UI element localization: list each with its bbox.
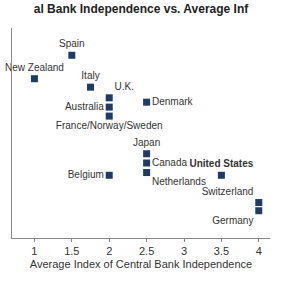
svg-text:Japan: Japan [133,137,160,148]
svg-text:Netherlands: Netherlands [152,176,206,187]
svg-text:United States: United States [189,158,253,169]
svg-text:New Zealand: New Zealand [5,62,64,73]
svg-text:Spain: Spain [59,38,85,49]
svg-text:Belgium: Belgium [68,169,104,180]
svg-text:Denmark: Denmark [152,96,194,107]
svg-text:Italy: Italy [81,70,99,81]
svg-text:4: 4 [256,245,262,257]
svg-text:Average Index of Central Bank: Average Index of Central Bank Independen… [30,258,252,270]
svg-text:3.5: 3.5 [214,245,229,257]
svg-text:Australia: Australia [65,101,104,112]
svg-text:Germany: Germany [212,215,253,226]
svg-text:Switzerland: Switzerland [202,186,254,197]
svg-text:al Bank Independence vs. Avera: al Bank Independence vs. Average Inf [34,2,250,16]
svg-text:1.5: 1.5 [64,245,79,257]
svg-text:Canada: Canada [152,157,187,168]
svg-text:2: 2 [106,245,112,257]
svg-text:1: 1 [31,245,37,257]
svg-text:2.5: 2.5 [139,245,154,257]
svg-text:U.K.: U.K. [115,81,134,92]
svg-text:France/Norway/Sweden: France/Norway/Sweden [56,120,163,131]
svg-text:3: 3 [181,245,187,257]
